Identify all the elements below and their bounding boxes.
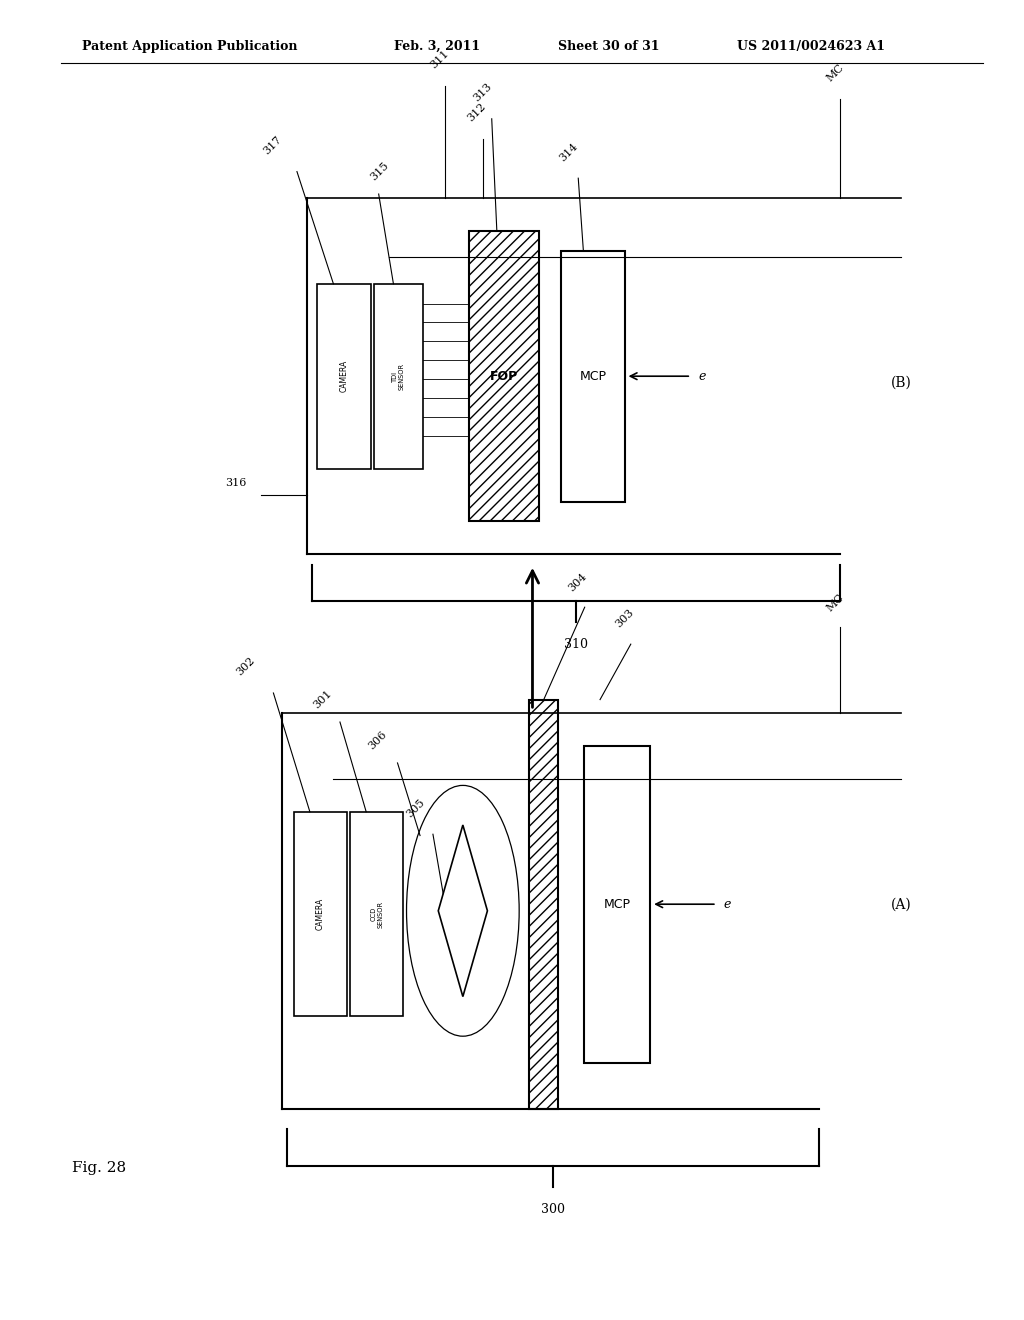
Bar: [317, 284, 371, 469]
Text: CCD
SENSOR: CCD SENSOR: [371, 900, 383, 928]
Text: CAMERA: CAMERA: [340, 360, 348, 392]
Text: 315: 315: [369, 161, 391, 183]
Text: 301: 301: [311, 689, 334, 711]
Bar: [350, 812, 403, 1016]
Text: 303: 303: [613, 607, 636, 630]
Text: FOP: FOP: [489, 370, 518, 383]
Bar: [294, 812, 347, 1016]
Text: e: e: [698, 370, 706, 383]
Text: 313: 313: [471, 82, 494, 104]
Text: MCP: MCP: [580, 370, 606, 383]
Text: Fig. 28: Fig. 28: [72, 1162, 126, 1175]
Text: 302: 302: [234, 656, 257, 678]
Bar: [561, 251, 625, 502]
Text: CAMERA: CAMERA: [316, 898, 325, 931]
Text: e: e: [724, 898, 731, 911]
Text: (A): (A): [891, 898, 911, 911]
Bar: [529, 700, 558, 1109]
Text: 314: 314: [558, 141, 580, 164]
Text: 316: 316: [225, 478, 247, 488]
Bar: [469, 231, 539, 521]
Text: 304: 304: [566, 572, 589, 594]
Text: Sheet 30 of 31: Sheet 30 of 31: [558, 40, 659, 53]
Text: 317: 317: [261, 135, 284, 157]
Text: (B): (B): [891, 376, 911, 389]
Text: 311: 311: [428, 49, 451, 71]
Text: Feb. 3, 2011: Feb. 3, 2011: [394, 40, 480, 53]
Text: 305: 305: [404, 797, 426, 820]
Text: TDI
SENSOR: TDI SENSOR: [392, 363, 404, 389]
Text: US 2011/0024623 A1: US 2011/0024623 A1: [737, 40, 886, 53]
Text: MCP: MCP: [603, 898, 631, 911]
Bar: [374, 284, 423, 469]
Bar: [584, 746, 650, 1063]
Text: 300: 300: [541, 1203, 565, 1216]
Text: Patent Application Publication: Patent Application Publication: [82, 40, 297, 53]
Text: MC: MC: [824, 63, 846, 84]
Text: 310: 310: [564, 638, 588, 651]
Text: 312: 312: [466, 102, 488, 124]
Text: MC: MC: [824, 593, 846, 614]
Text: 306: 306: [367, 730, 389, 752]
